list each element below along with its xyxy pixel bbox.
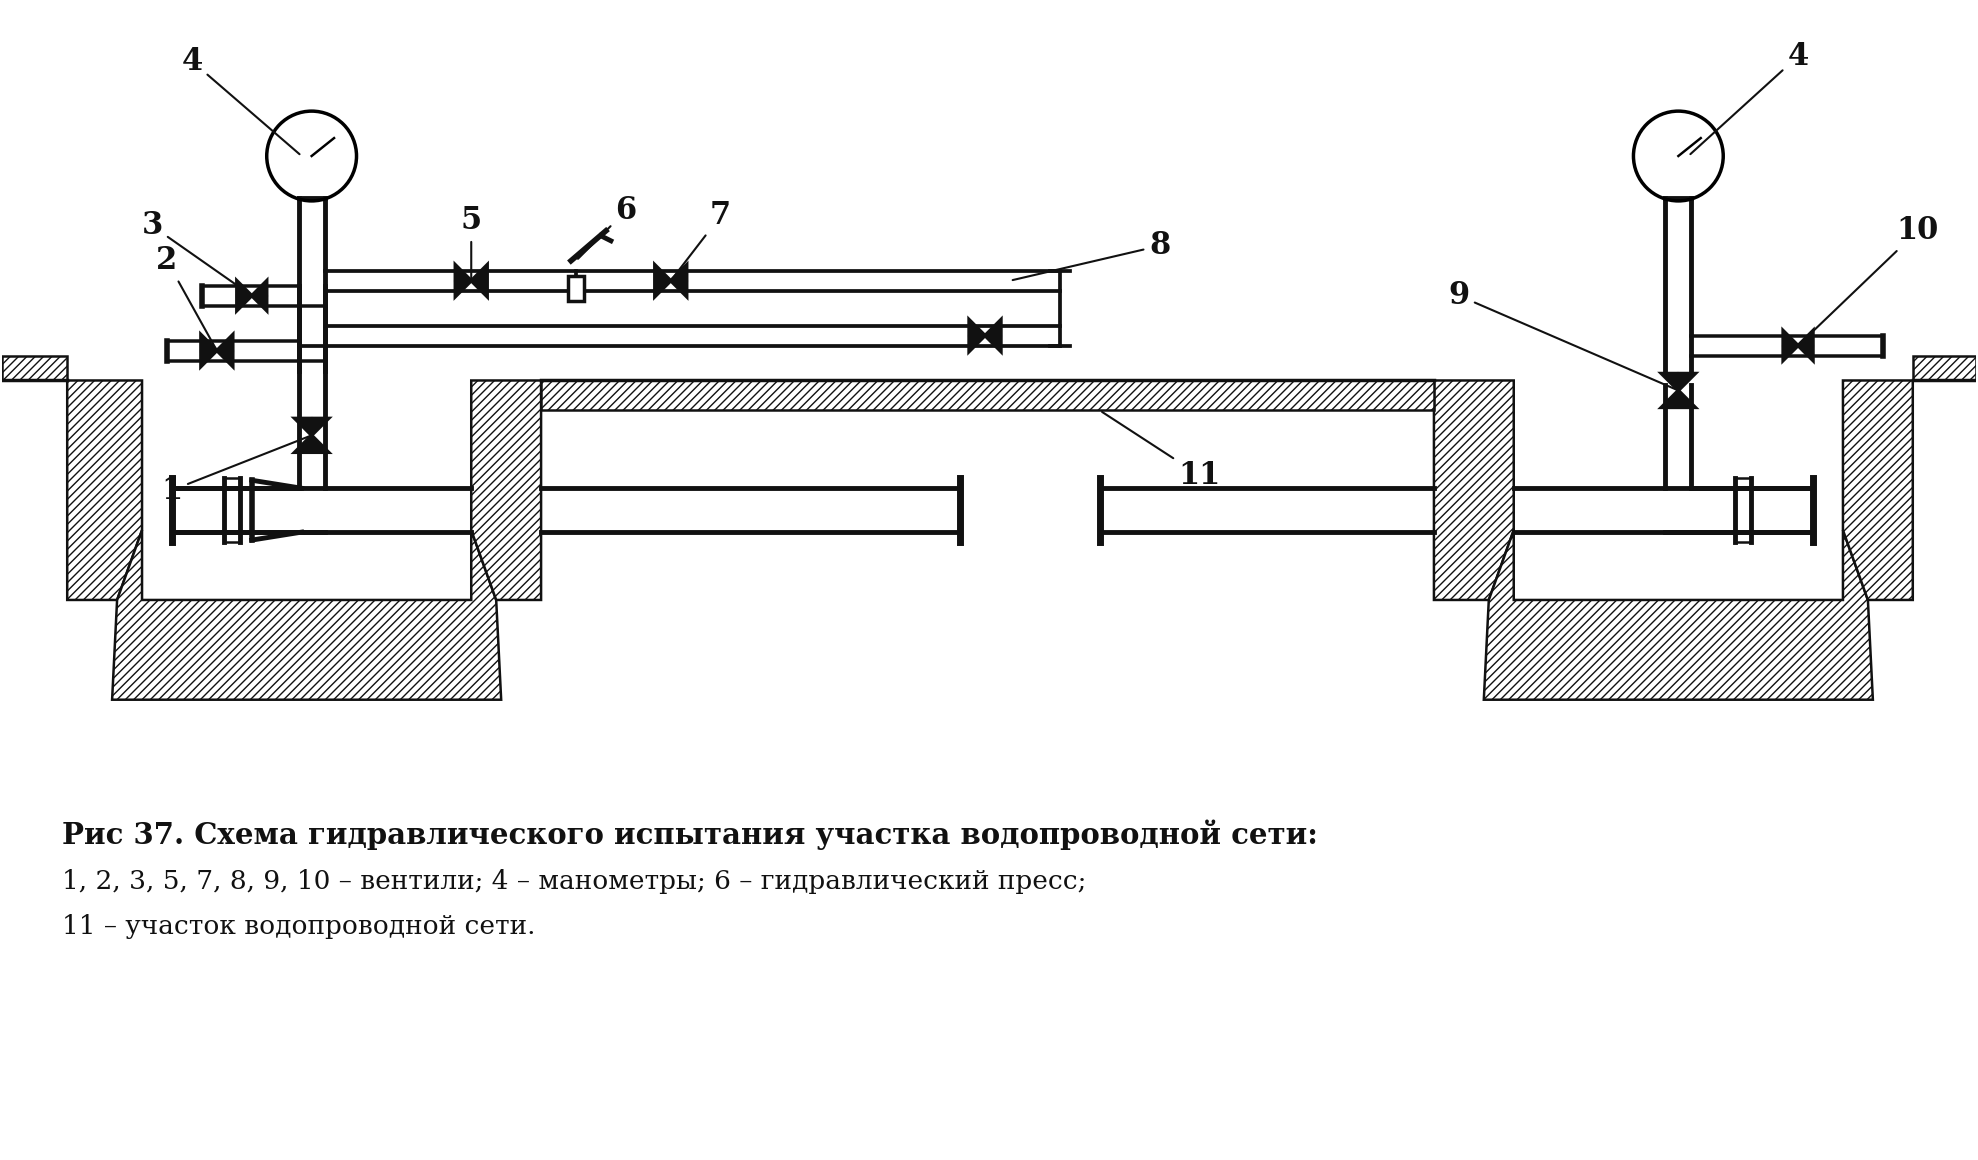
Polygon shape bbox=[985, 320, 1001, 351]
Polygon shape bbox=[202, 334, 218, 367]
Polygon shape bbox=[969, 320, 985, 351]
Text: 4: 4 bbox=[1691, 41, 1808, 154]
Polygon shape bbox=[471, 380, 542, 600]
Text: 3: 3 bbox=[140, 210, 249, 295]
Polygon shape bbox=[1782, 331, 1798, 361]
Polygon shape bbox=[1662, 391, 1695, 407]
Polygon shape bbox=[218, 334, 233, 367]
Text: 9: 9 bbox=[1448, 281, 1675, 390]
Polygon shape bbox=[251, 281, 267, 311]
Text: 11 – участок водопроводной сети.: 11 – участок водопроводной сети. bbox=[61, 914, 536, 940]
Text: Рис 37. Схема гидравлического испытания участка водопроводной сети:: Рис 37. Схема гидравлического испытания … bbox=[61, 819, 1317, 850]
Text: 10: 10 bbox=[1800, 216, 1938, 343]
Bar bbox=[2, 355, 67, 380]
Polygon shape bbox=[1662, 374, 1695, 391]
Polygon shape bbox=[113, 530, 500, 699]
Text: 1: 1 bbox=[162, 436, 309, 506]
Polygon shape bbox=[295, 419, 328, 435]
Text: 4: 4 bbox=[182, 45, 299, 154]
Polygon shape bbox=[1484, 530, 1873, 699]
Polygon shape bbox=[1434, 380, 1513, 600]
Text: 5: 5 bbox=[461, 205, 483, 278]
Polygon shape bbox=[295, 435, 328, 452]
Polygon shape bbox=[655, 264, 671, 297]
Polygon shape bbox=[1798, 331, 1814, 361]
Text: 2: 2 bbox=[156, 245, 216, 348]
Polygon shape bbox=[1843, 380, 1913, 600]
Polygon shape bbox=[237, 281, 251, 311]
Polygon shape bbox=[671, 264, 686, 297]
Bar bbox=[542, 380, 1434, 411]
Text: 6: 6 bbox=[578, 195, 637, 259]
Bar bbox=[1913, 355, 1976, 380]
Bar bbox=[568, 276, 584, 300]
Text: 11: 11 bbox=[1102, 412, 1220, 491]
Polygon shape bbox=[67, 380, 142, 600]
Polygon shape bbox=[455, 264, 471, 297]
Polygon shape bbox=[471, 264, 487, 297]
Text: 8: 8 bbox=[1013, 231, 1171, 280]
Text: 1, 2, 3, 5, 7, 8, 9, 10 – вентили; 4 – манометры; 6 – гидравлический пресс;: 1, 2, 3, 5, 7, 8, 9, 10 – вентили; 4 – м… bbox=[61, 869, 1086, 894]
Text: 7: 7 bbox=[673, 201, 732, 278]
